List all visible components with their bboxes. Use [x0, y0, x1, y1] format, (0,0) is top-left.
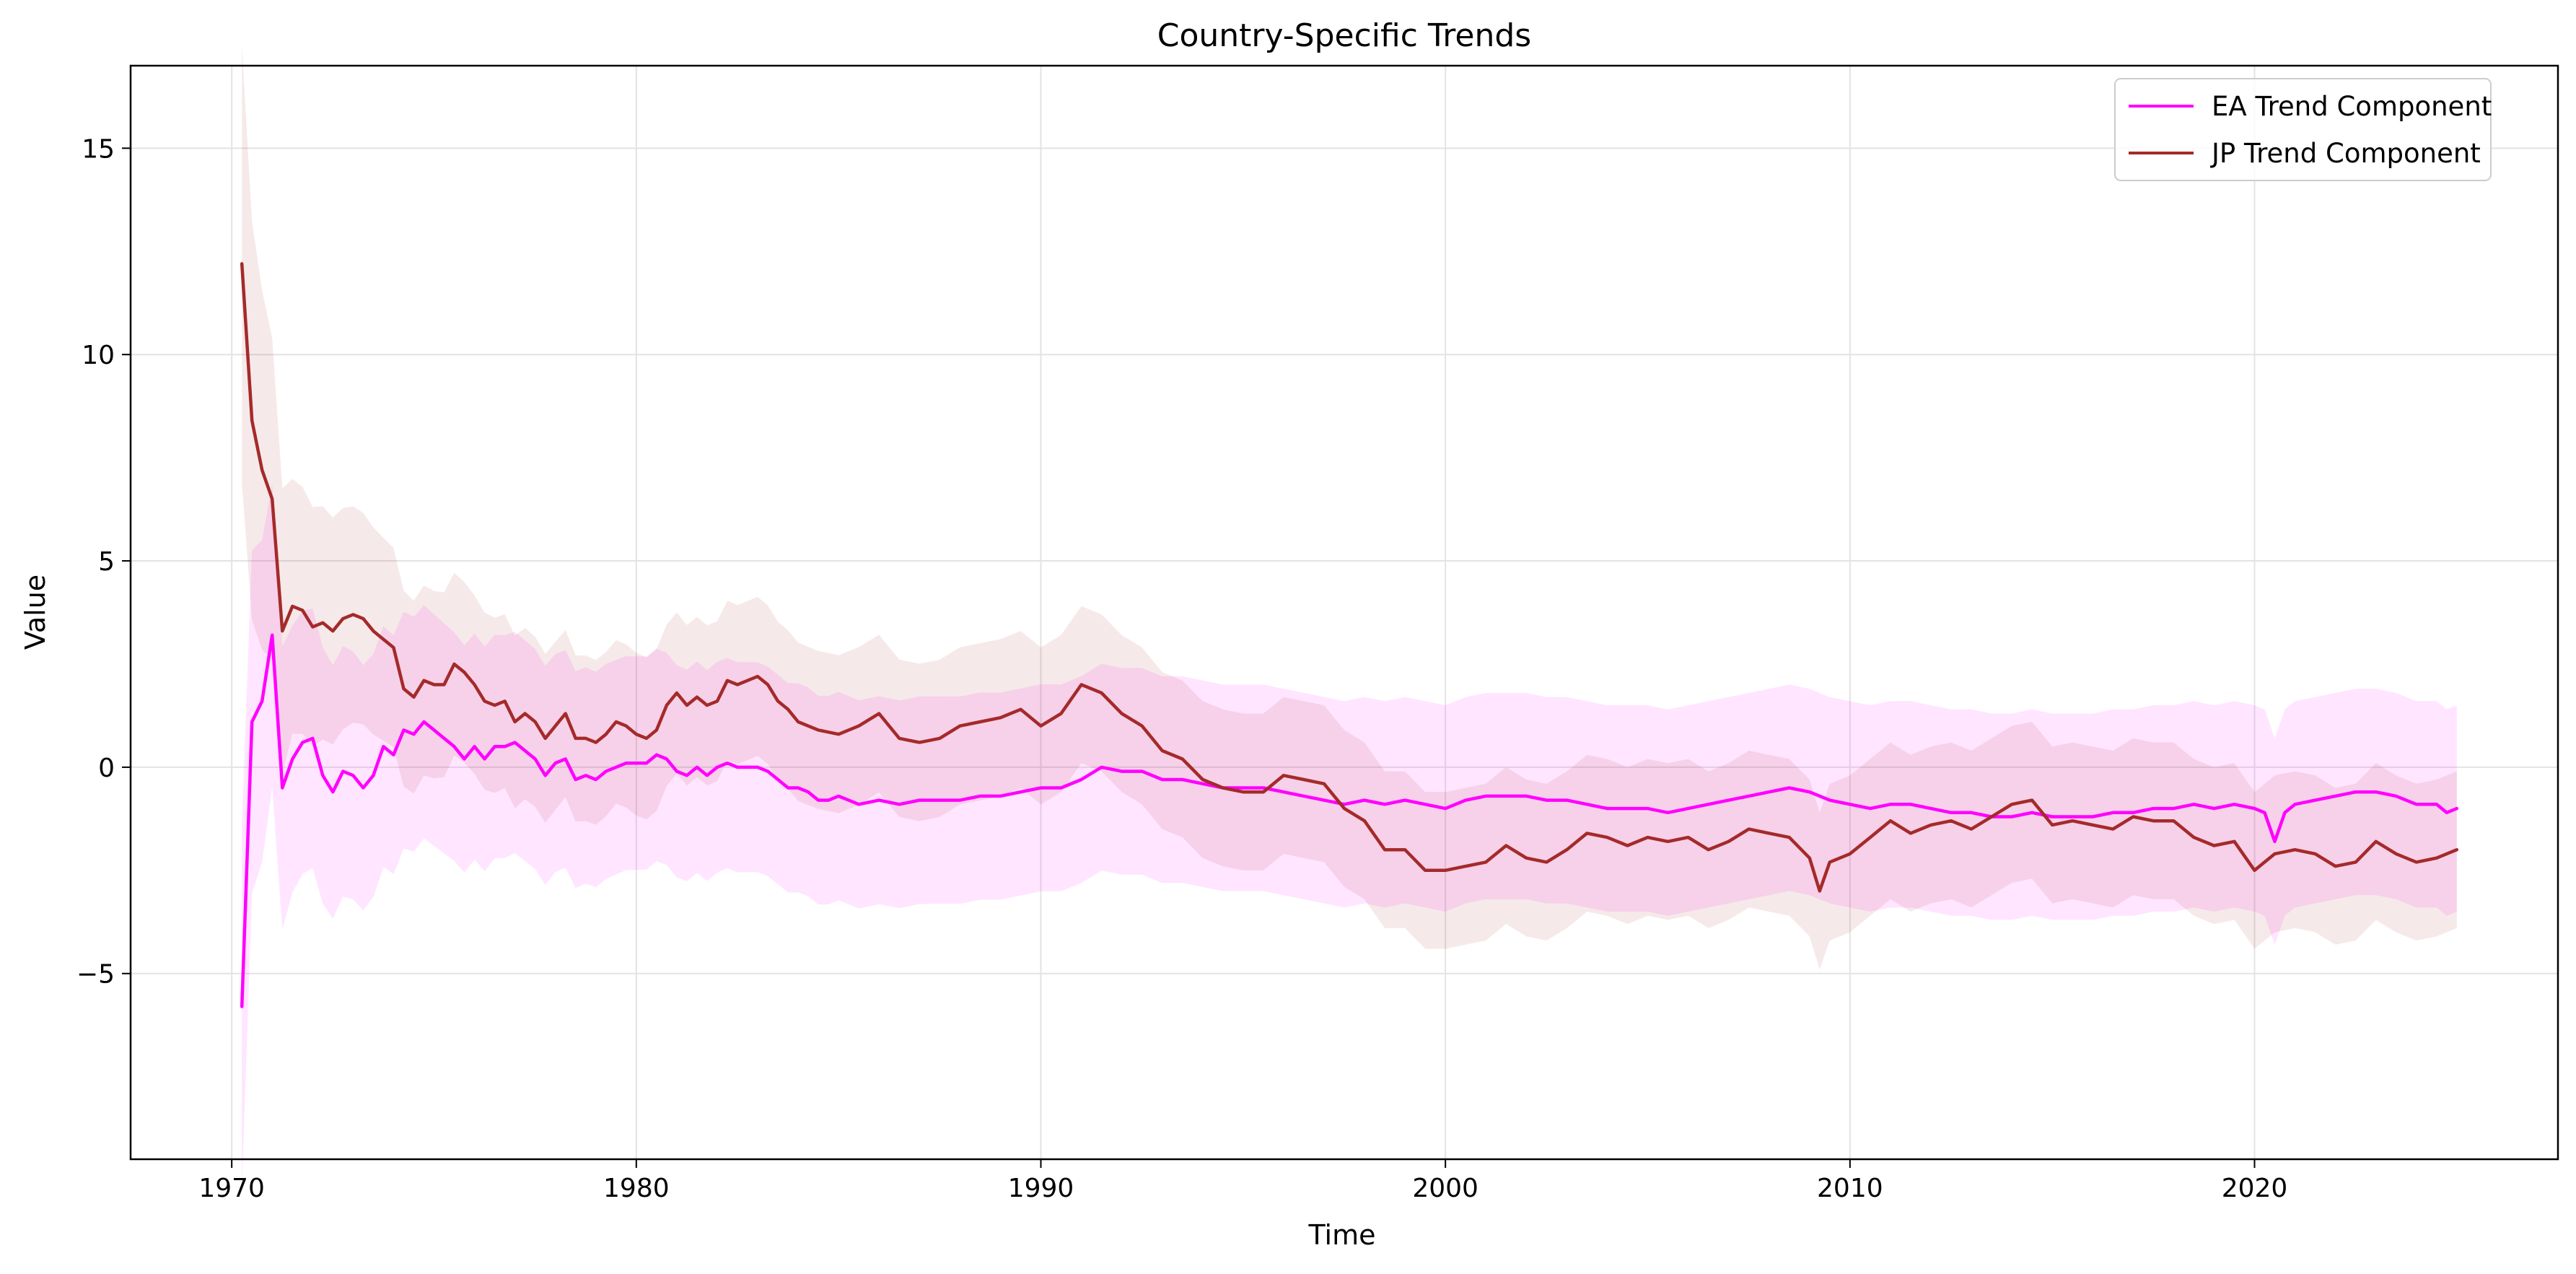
y-tick-label: 0 [98, 754, 115, 783]
x-tick-label: 2020 [2222, 1174, 2288, 1203]
x-tick-label: 2000 [1412, 1174, 1478, 1203]
x-tick-label: 1980 [603, 1174, 670, 1203]
x-tick-label: 2010 [1817, 1174, 1883, 1203]
y-axis-label: Value [19, 575, 51, 650]
legend: EA Trend Component JP Trend Component [2114, 78, 2492, 181]
x-axis-label: Time [1308, 1219, 1376, 1251]
band-jp [242, 45, 2457, 969]
x-axis: 1970 1980 1990 2000 2010 2020 [198, 1159, 2287, 1203]
y-tick-label: −5 [76, 960, 115, 990]
legend-label-ea: EA Trend Component [2212, 91, 2492, 122]
y-tick-label: 5 [98, 547, 115, 577]
series-line-ea [240, 633, 2459, 1008]
legend-label-jp: JP Trend Component [2210, 138, 2481, 169]
x-tick-label: 1970 [198, 1174, 265, 1203]
confidence-bands [242, 45, 2457, 1188]
x-tick-label: 1990 [1008, 1174, 1074, 1203]
series-lines [240, 262, 2459, 1008]
y-tick-label: 10 [82, 341, 115, 370]
y-axis: −5 0 5 10 15 [76, 134, 131, 990]
y-tick-label: 15 [82, 134, 115, 164]
chart-title: Country-Specific Trends [1157, 17, 1531, 54]
plot-frame [129, 64, 2559, 1161]
series-line-jp [240, 262, 2459, 893]
legend-box [2114, 78, 2492, 181]
band-ea [242, 484, 2457, 1188]
